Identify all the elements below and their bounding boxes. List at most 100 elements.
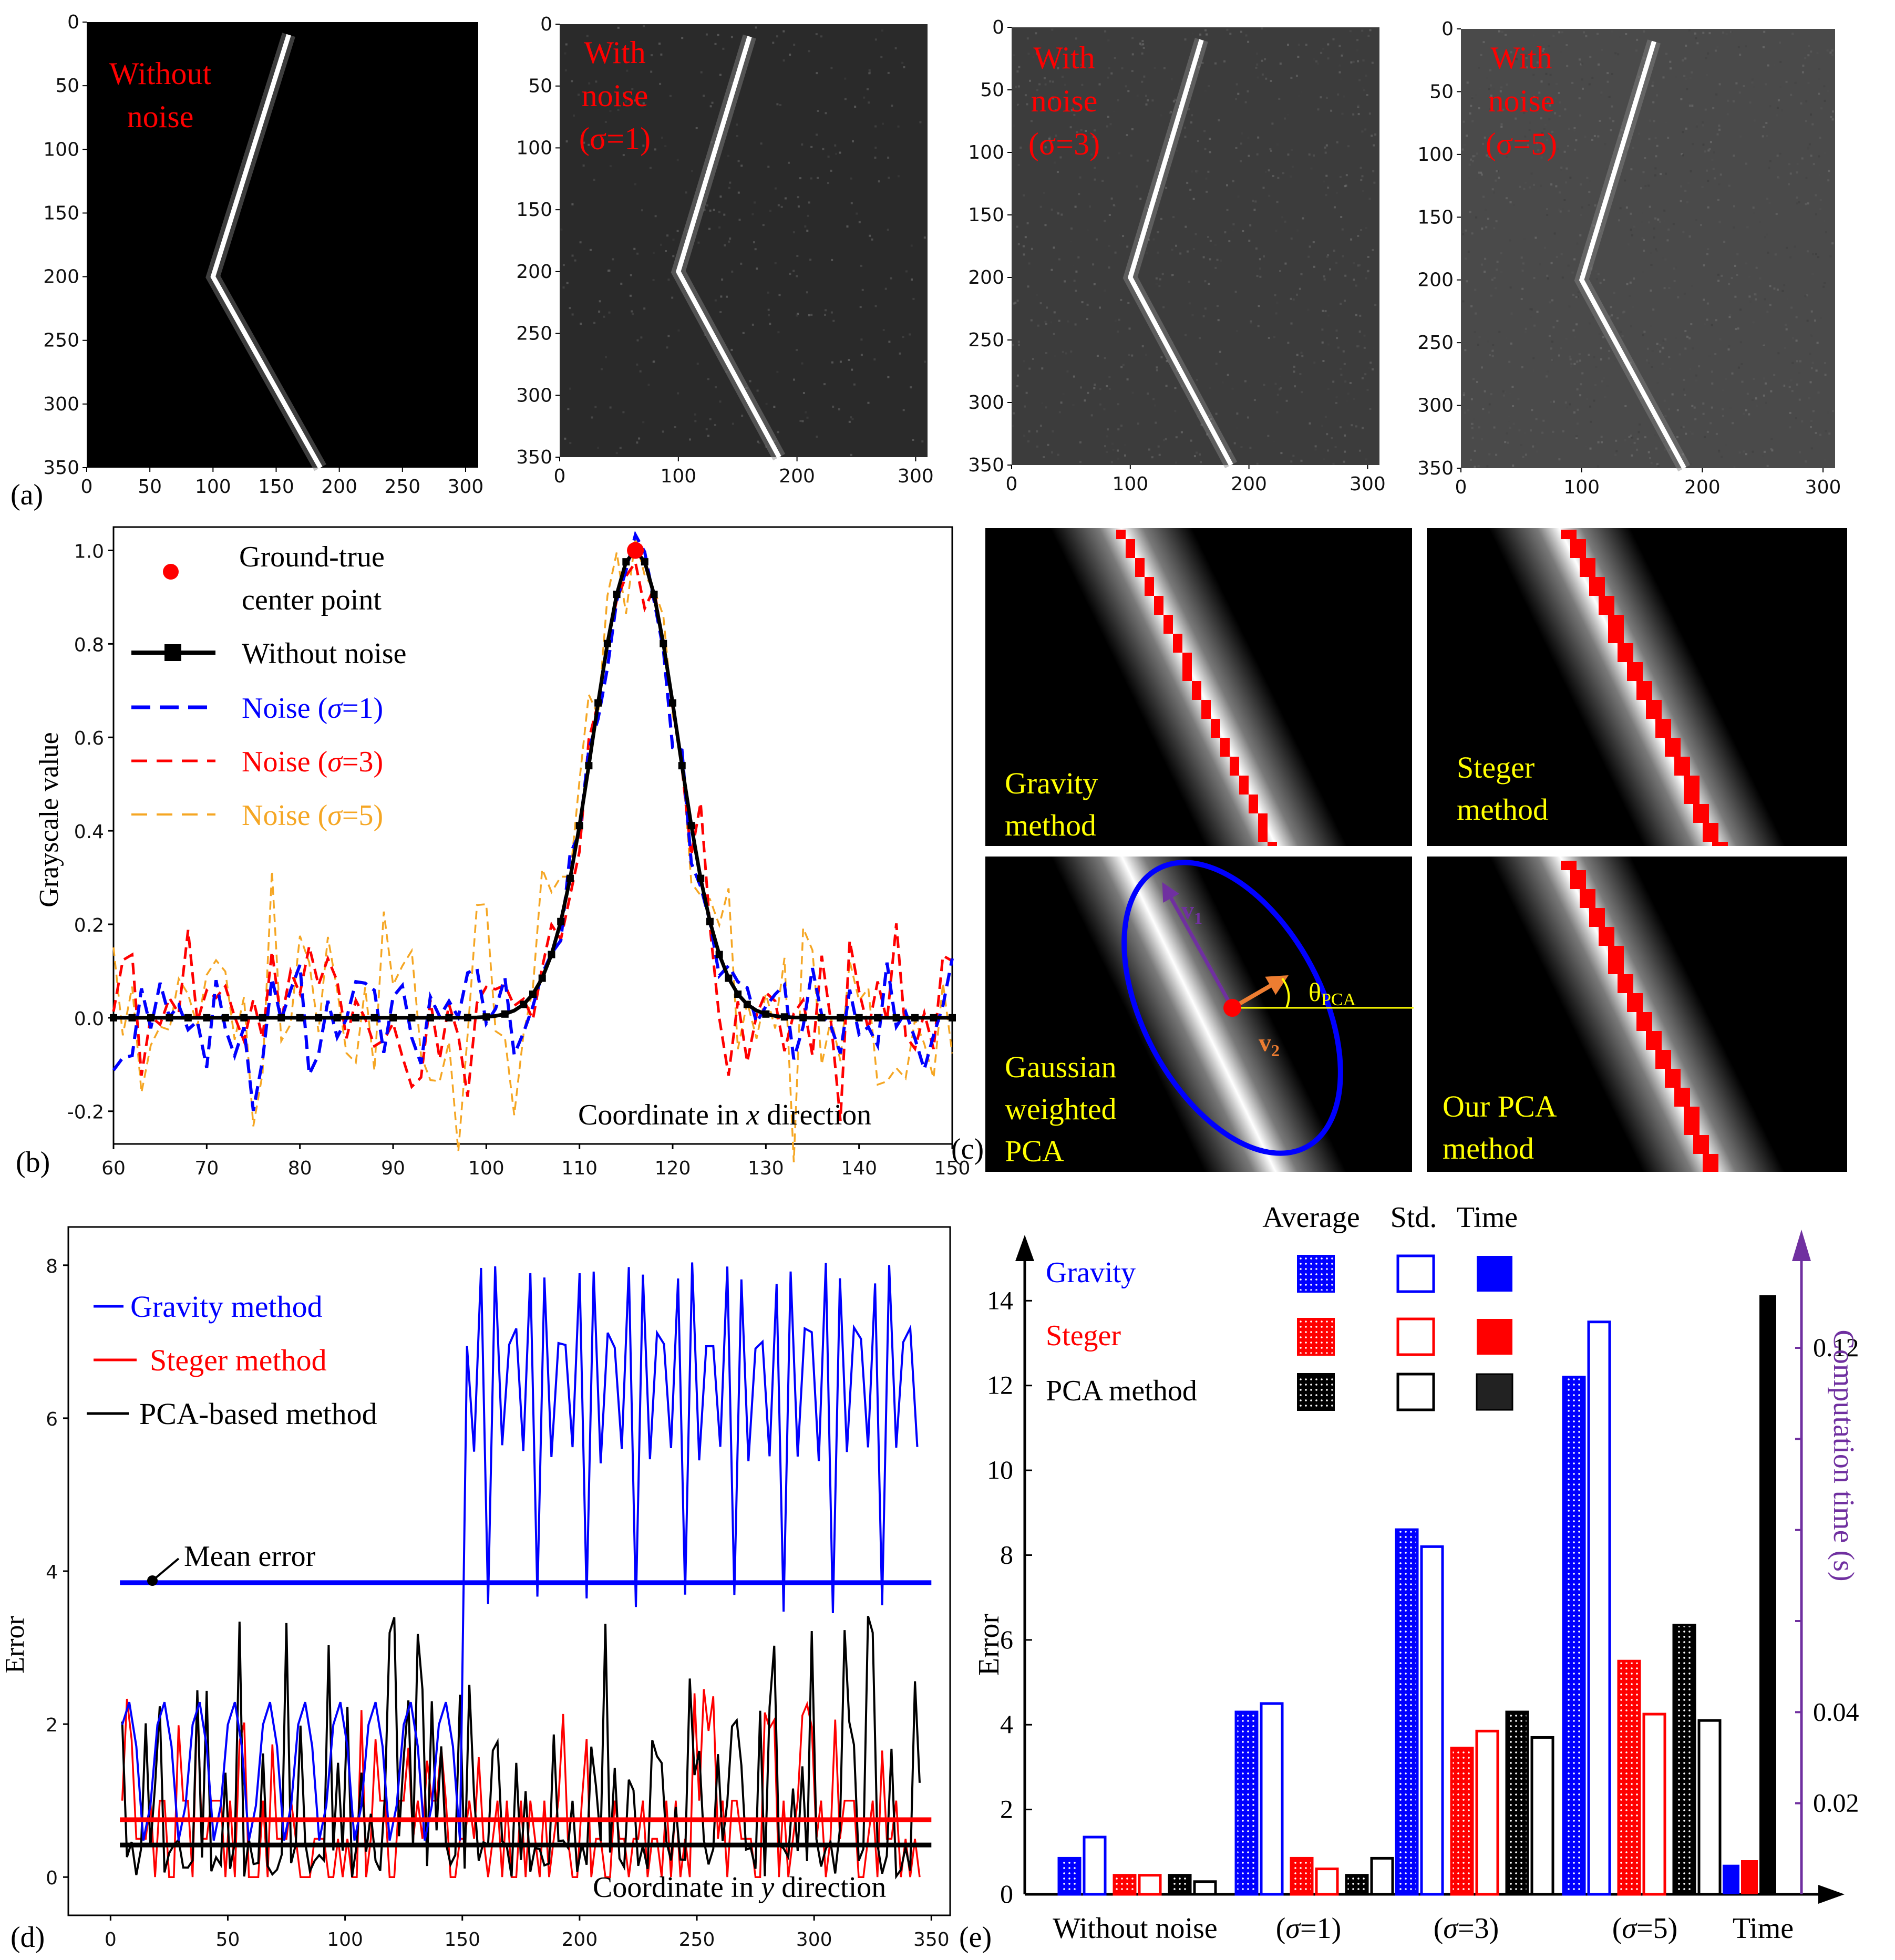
noise-speckle — [1770, 438, 1773, 440]
noise-speckle — [1655, 155, 1657, 158]
noise-speckle — [1484, 271, 1486, 273]
e-ytick-label: 2 — [1000, 1794, 1013, 1824]
noise-speckle — [1055, 135, 1057, 137]
noise-speckle — [1659, 221, 1662, 223]
noise-speckle — [1686, 88, 1688, 90]
noise-speckle — [1278, 98, 1281, 100]
noise-speckle — [850, 416, 852, 419]
a-ytick-label: 300 — [516, 385, 552, 406]
noise-speckle — [717, 34, 719, 36]
noise-speckle — [848, 359, 850, 361]
noise-speckle — [1777, 177, 1780, 179]
c-center-pixel — [1684, 1126, 1700, 1135]
noise-speckle — [1076, 131, 1078, 133]
noise-speckle — [1268, 169, 1270, 172]
noise-speckle — [1654, 434, 1656, 437]
noise-speckle — [573, 114, 575, 117]
noise-speckle — [796, 349, 798, 352]
noise-speckle — [1468, 163, 1471, 166]
noise-speckle — [1529, 308, 1532, 311]
c-center-pixel — [1589, 917, 1605, 927]
noise-speckle — [1077, 256, 1080, 259]
noise-speckle — [1186, 181, 1189, 184]
noise-speckle — [1293, 365, 1295, 368]
noise-speckle — [1815, 253, 1817, 255]
noise-speckle — [1777, 99, 1780, 101]
noise-speckle — [1255, 53, 1258, 55]
noise-speckle — [873, 358, 876, 360]
noise-speckle — [1647, 184, 1650, 187]
panel-d-curves — [120, 1262, 932, 1880]
e-bar — [1193, 1880, 1217, 1896]
noise-speckle — [1585, 35, 1588, 37]
noise-speckle — [1693, 406, 1696, 409]
noise-speckle — [696, 363, 699, 365]
noise-speckle — [1657, 465, 1660, 467]
noise-speckle — [793, 44, 796, 46]
a-ytick-label: 350 — [968, 455, 1004, 476]
noise-speckle — [1633, 393, 1635, 396]
noise-speckle — [1141, 52, 1144, 55]
noise-speckle — [1276, 302, 1279, 304]
noise-speckle — [1196, 170, 1199, 172]
b-marker — [818, 1014, 826, 1022]
noise-speckle — [1768, 202, 1771, 204]
noise-speckle — [1363, 346, 1366, 349]
noise-speckle — [1296, 229, 1299, 232]
noise-speckle — [1558, 354, 1560, 357]
legend-marker-without-noise — [164, 644, 181, 661]
noise-speckle — [1588, 204, 1590, 206]
noise-speckle — [1718, 125, 1721, 127]
noise-speckle — [1794, 81, 1797, 84]
noise-speckle — [1554, 97, 1557, 99]
noise-speckle — [810, 314, 813, 316]
noise-speckle — [1163, 439, 1166, 441]
legend-noise3-suffix: =3) — [342, 746, 383, 778]
noise-speckle — [1718, 221, 1721, 223]
noise-speckle — [1540, 117, 1542, 120]
noise-speckle — [776, 35, 778, 38]
noise-speckle — [776, 370, 779, 373]
noise-speckle — [1617, 53, 1620, 56]
noise-speckle — [1632, 147, 1634, 149]
noise-speckle — [1500, 271, 1502, 273]
noise-speckle — [1532, 34, 1535, 37]
noise-speckle — [579, 241, 582, 244]
e-bar — [1450, 1747, 1474, 1896]
noise-speckle — [608, 311, 611, 314]
noise-speckle — [1575, 435, 1578, 438]
noise-speckle — [665, 250, 667, 252]
noise-speckle — [1110, 197, 1113, 200]
noise-speckle — [1245, 34, 1248, 37]
noise-speckle — [1171, 274, 1173, 276]
noise-speckle — [882, 122, 884, 125]
noise-speckle — [1804, 295, 1807, 297]
noise-speckle — [1717, 280, 1720, 282]
noise-speckle — [867, 401, 870, 404]
noise-speckle — [713, 209, 715, 211]
noise-speckle — [1162, 306, 1165, 308]
a-ytick-label: 150 — [43, 202, 79, 224]
b-marker — [660, 639, 667, 647]
noise-speckle — [634, 183, 636, 185]
noise-speckle — [1229, 33, 1232, 35]
noise-speckle — [1108, 266, 1110, 269]
noise-speckle — [1642, 334, 1644, 336]
noise-speckle — [1057, 212, 1059, 215]
c-center-pixel — [1703, 832, 1718, 842]
b-marker — [641, 558, 648, 566]
noise-speckle — [1575, 323, 1578, 326]
d-xtick-label: 150 — [444, 1929, 480, 1951]
noise-speckle — [820, 35, 822, 38]
noise-speckle — [1518, 429, 1521, 431]
c-center-pixel — [1135, 558, 1145, 568]
noise-speckle — [1796, 163, 1799, 165]
noise-speckle — [1110, 461, 1113, 463]
noise-speckle — [1672, 223, 1675, 225]
noise-speckle — [780, 205, 783, 208]
noise-speckle — [1656, 463, 1659, 466]
noise-speckle — [1566, 44, 1568, 46]
c-center-pixel — [1268, 842, 1277, 846]
noise-speckle — [1506, 156, 1508, 158]
